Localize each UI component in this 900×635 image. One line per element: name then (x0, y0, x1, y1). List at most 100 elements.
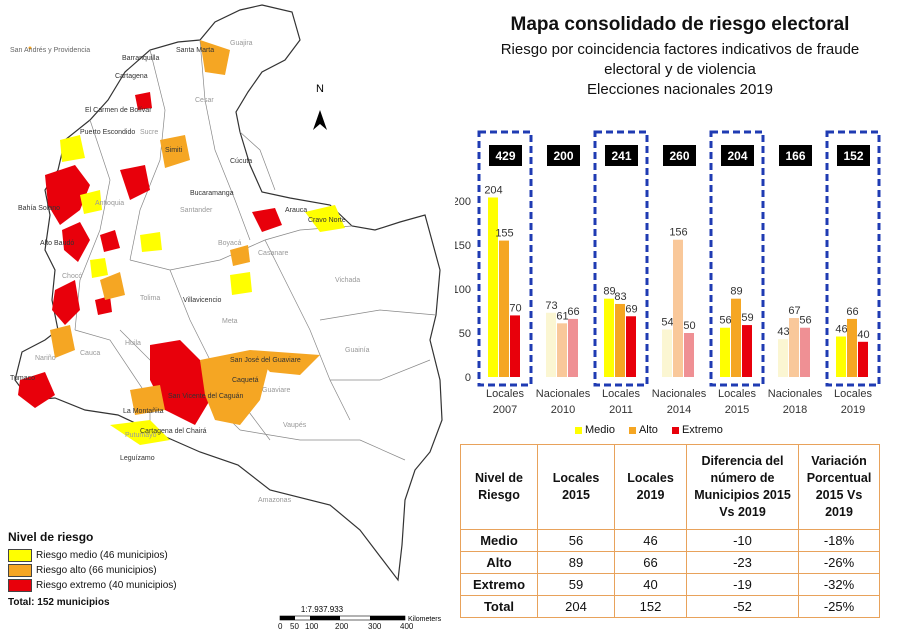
x-tick-label: Nacionales (536, 388, 591, 400)
bar (510, 315, 520, 377)
map-label: Cartagena del Chairá (140, 428, 207, 435)
bar (615, 303, 625, 377)
map-label: Santa Marta (176, 47, 214, 54)
bar (836, 336, 846, 377)
data-label: 155 (495, 228, 513, 240)
table-cell: -26% (798, 551, 880, 574)
data-label: 56 (719, 315, 731, 327)
risk-table: Nivel de Riesgo Locales 2015 Locales 201… (460, 444, 880, 618)
map-label: Nariño (35, 355, 56, 362)
bar (557, 323, 567, 377)
table-cell: Total (460, 595, 538, 618)
y-tick-label: 200 (455, 196, 471, 208)
chart-legend-swatch (628, 426, 636, 434)
data-label: 66 (567, 306, 579, 318)
total-badge (837, 145, 870, 166)
chart-legend-label: Alto (638, 424, 658, 436)
table-cell: -25% (798, 595, 880, 618)
y-tick-label: 100 (455, 284, 471, 296)
map-label: Meta (222, 318, 238, 325)
map-label: Sucre (140, 129, 158, 136)
total-badge-label: 260 (669, 149, 689, 163)
data-label: 70 (509, 302, 521, 314)
legend-item: Riesgo alto (66 municipios) (8, 563, 177, 578)
total-badge (489, 145, 522, 166)
title-block: Mapa consolidado de riesgo electoral Rie… (460, 14, 900, 100)
map-label: Arauca (285, 207, 307, 214)
chart-legend-label: Medio (585, 424, 615, 436)
data-label: 69 (625, 303, 637, 315)
data-label: 67 (788, 305, 800, 317)
map-label: Simiti (165, 147, 183, 154)
legend-label: Riesgo extremo (40 municipios) (36, 580, 177, 591)
y-tick-label: 0 (465, 372, 471, 384)
chart-legend-swatch (671, 426, 679, 434)
subtitle-line-1: Riesgo por coincidencia factores indicat… (500, 41, 860, 58)
chart-legend-item: Alto (628, 424, 658, 436)
table-cell: 40 (614, 573, 687, 596)
highlight-box (709, 130, 765, 387)
x-tick-label: Locales (602, 388, 640, 400)
bar (778, 339, 788, 377)
chart-legend-item: Extremo (671, 424, 723, 436)
x-tick-label: Nacionales (652, 388, 707, 400)
bar (731, 298, 741, 377)
table-cell: Alto (460, 551, 538, 574)
map-legend: Nivel de riesgo Riesgo medio (46 municip… (8, 530, 177, 610)
scale-bar: 1:7.937.933 Kilometers (279, 605, 442, 623)
map-label: Bahía Solano (18, 205, 60, 212)
x-tick-label: Locales (718, 388, 756, 400)
subtitle-line-2: electoral y de violencia (604, 61, 756, 78)
north-arrow-icon: N (313, 83, 327, 130)
table-cell: 89 (537, 551, 615, 574)
table-cell: -52 (686, 595, 799, 618)
table-cell: -10 (686, 529, 799, 552)
map-label: Guainía (345, 347, 370, 354)
map-label: Boyacá (218, 240, 241, 247)
map-label: Leguízamo (120, 455, 155, 462)
scale-tick: 50 (290, 622, 299, 631)
department-borders (74, 39, 437, 461)
total-badge-label: 200 (553, 149, 573, 163)
data-label: 56 (799, 315, 811, 327)
bar (720, 327, 730, 377)
bar (684, 333, 694, 377)
map-label: Cúcuta (230, 158, 252, 165)
table-row: Total 204 152 -52 -25% (460, 595, 880, 618)
table-row: Alto 89 66 -23 -26% (460, 551, 880, 574)
map-label: Huila (125, 340, 141, 347)
table-cell: -23 (686, 551, 799, 574)
y-tick-label: 150 (455, 240, 471, 252)
x-tick-label: 2019 (841, 404, 865, 416)
total-badge-label: 204 (727, 149, 747, 163)
x-tick-label: Nacionales (768, 388, 823, 400)
table-header: Diferencia del número de Municipios 2015… (686, 444, 799, 530)
total-badge (663, 145, 696, 166)
data-label: 59 (741, 312, 753, 324)
chart-legend-swatch (575, 426, 582, 434)
map-label: Putumayo (125, 432, 157, 439)
table-header: Locales 2019 (614, 444, 687, 530)
total-badge-label: 429 (495, 149, 515, 163)
map-label: El Carmen de Bolívar (85, 107, 152, 114)
map-label: Tolima (140, 295, 160, 302)
x-tick-label: 2010 (551, 404, 575, 416)
scale-tick: 0 (278, 622, 283, 631)
map-label: San José del Guaviare (230, 357, 301, 364)
map-label: Vaupés (283, 422, 307, 429)
table-row: Medio 56 46 -10 -18% (460, 529, 880, 552)
map-label: Barranquilla (122, 55, 159, 62)
page-title: Mapa consolidado de riesgo electoral (510, 14, 850, 35)
table-cell: 204 (537, 595, 615, 618)
x-tick-label: Locales (834, 388, 872, 400)
bar (673, 239, 683, 377)
map-label: Chocó (62, 273, 82, 280)
data-label: 204 (484, 184, 502, 196)
table-cell: 56 (537, 529, 615, 552)
total-badge-label: 152 (843, 149, 863, 163)
x-tick-label: 2014 (667, 404, 691, 416)
highlight-box (825, 130, 881, 387)
map-label: Cauca (80, 350, 100, 357)
san-andres-marker (28, 46, 32, 50)
chart-legend-label: Extremo (681, 424, 723, 436)
